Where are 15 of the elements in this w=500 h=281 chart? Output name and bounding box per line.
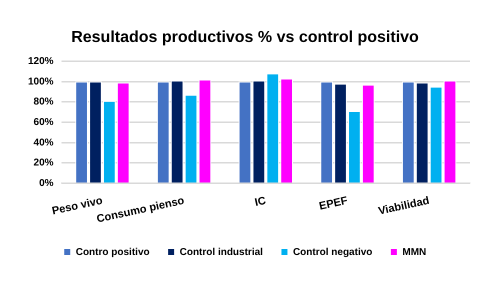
chart-title: Resultados productivos % vs control positivo [71, 29, 420, 46]
y-tick-label: 100% [28, 76, 54, 88]
x-tick-label: IC [254, 194, 268, 209]
y-tick-label: 60% [34, 116, 54, 128]
x-tick-label: Viabilidad [377, 194, 430, 218]
legend-label: Control industrial [180, 246, 264, 258]
x-tick-label: EPEF [318, 194, 350, 213]
y-tick-label: 40% [34, 137, 54, 148]
y-tick-label: 0% [39, 178, 54, 189]
legend-label: MMN [402, 246, 426, 258]
y-tick-label: 20% [34, 158, 54, 169]
legend-label: Control negativo [292, 246, 372, 258]
y-tick-label: 80% [34, 96, 54, 108]
legend-label: Contro positivo [76, 246, 150, 258]
y-tick-label: 120% [28, 56, 54, 67]
